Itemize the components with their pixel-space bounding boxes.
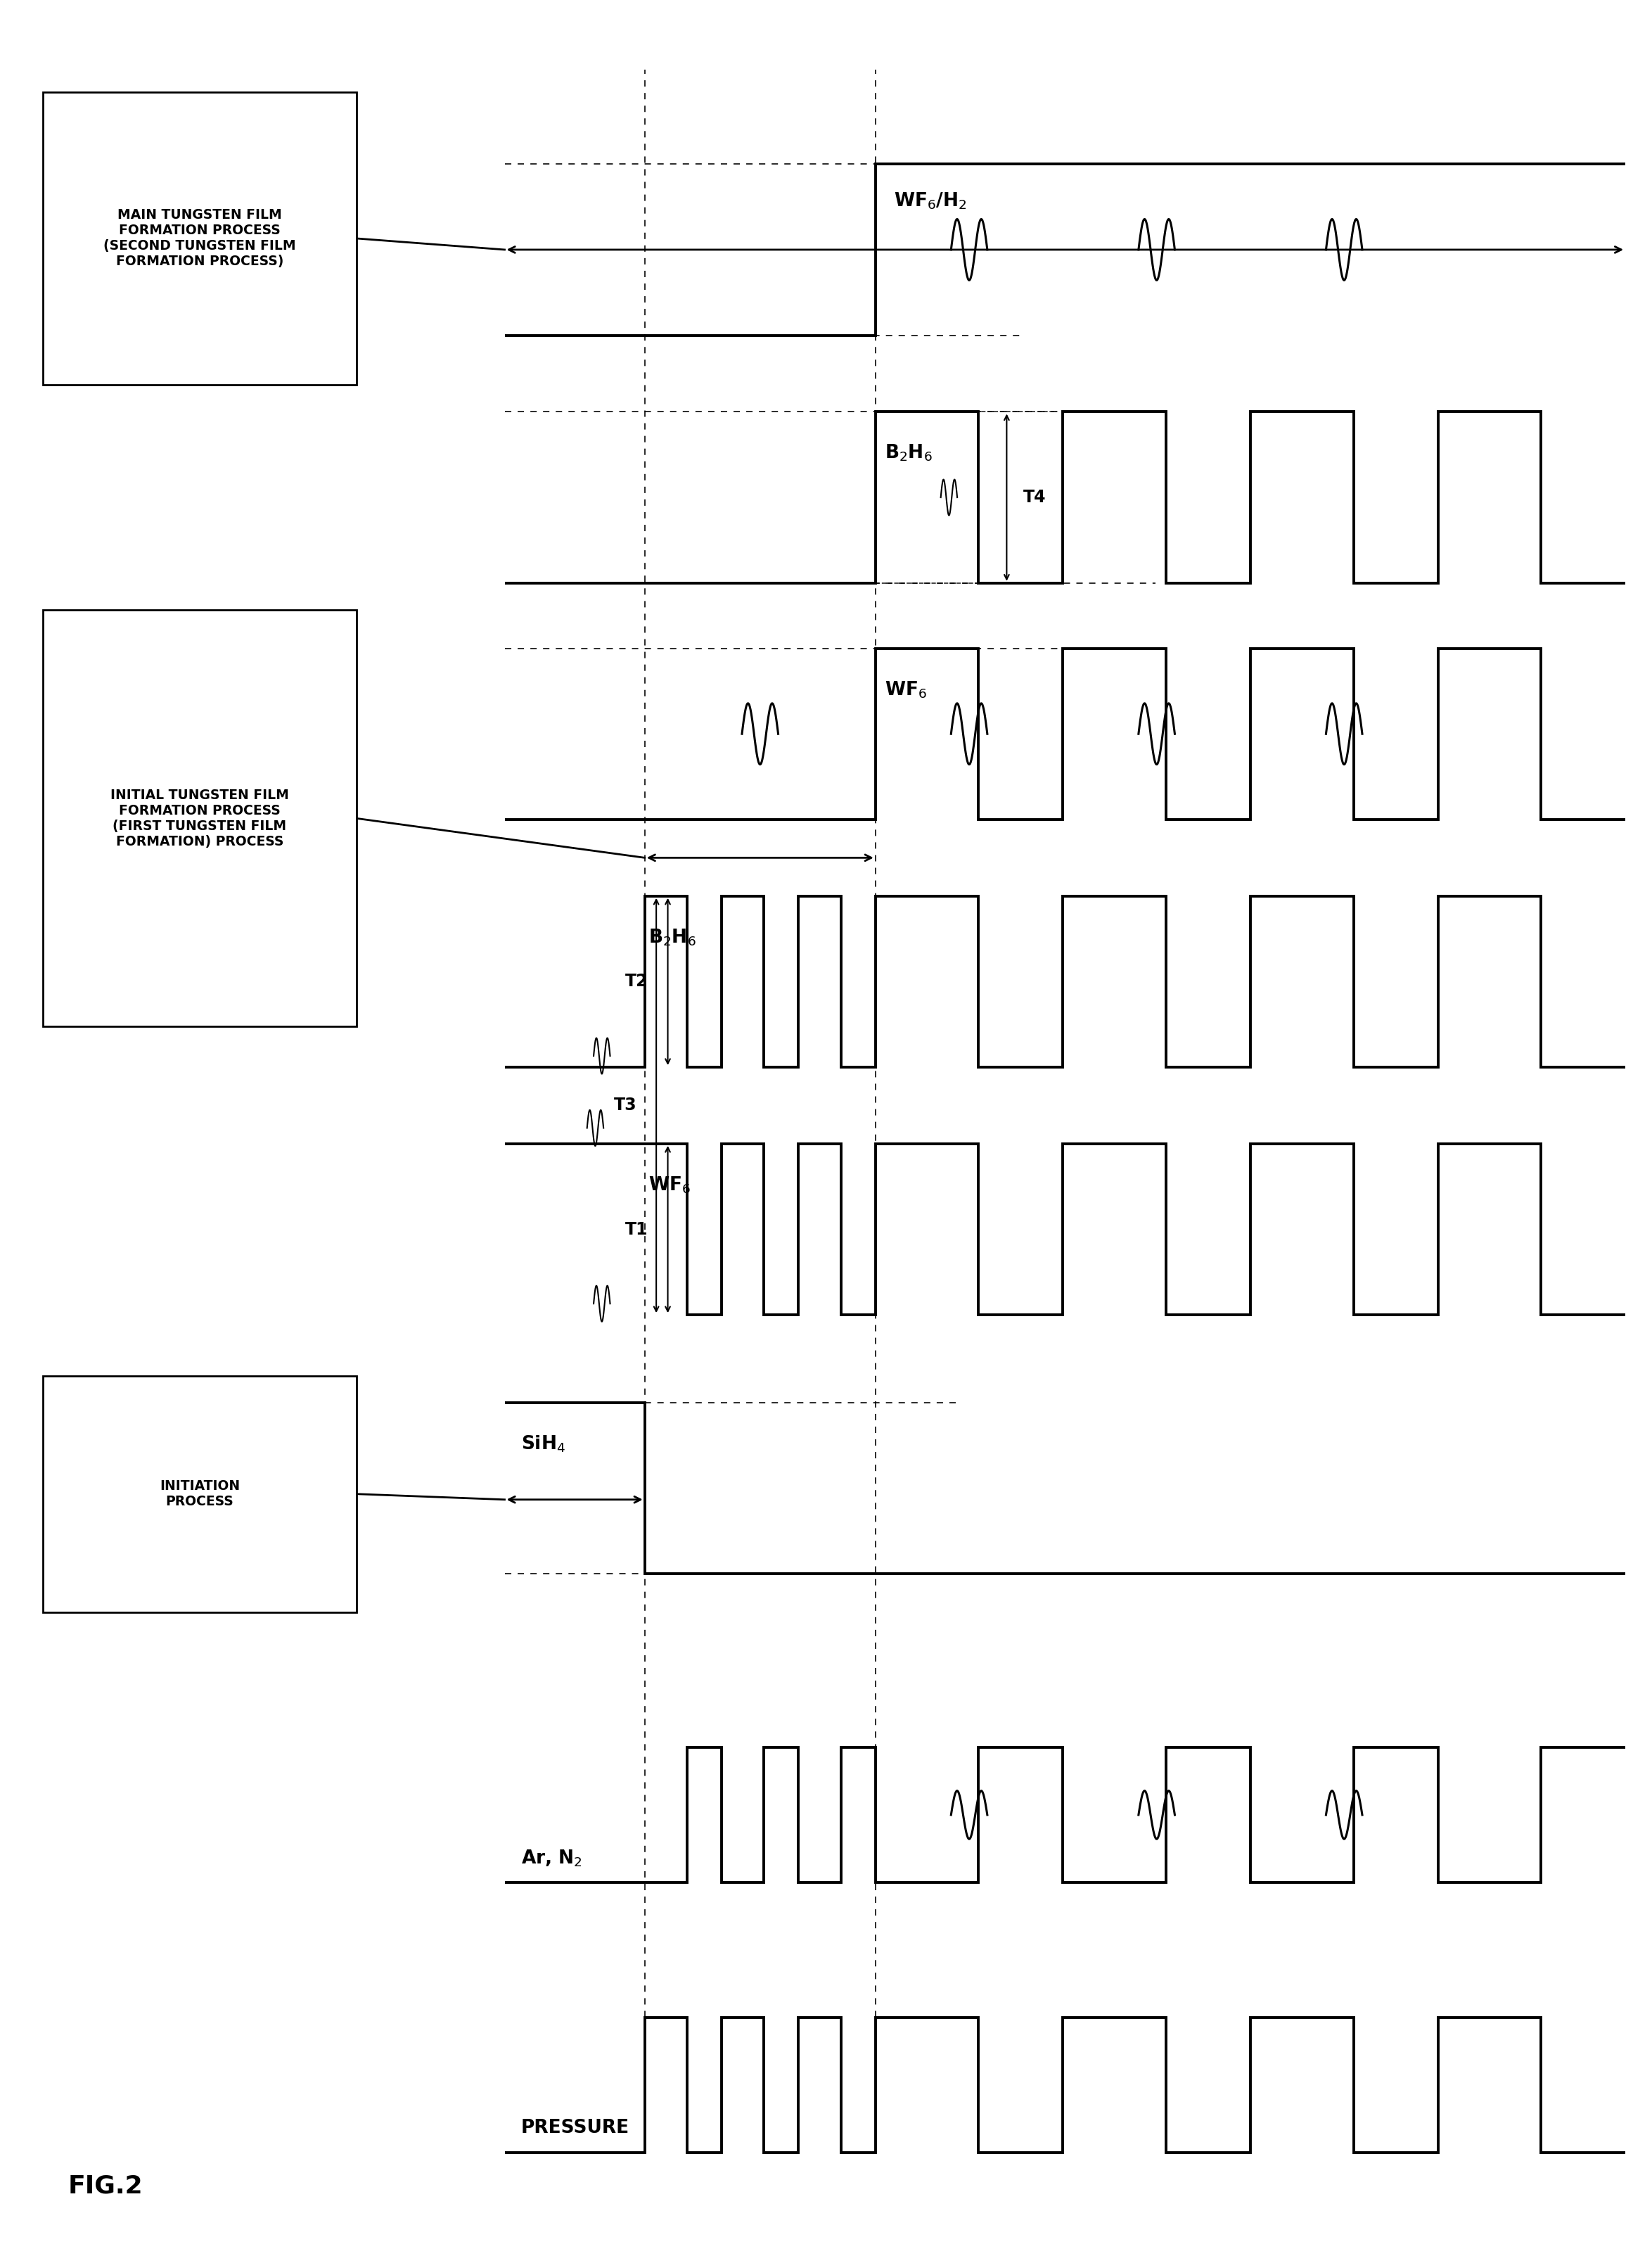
Text: T4: T4: [1023, 490, 1046, 505]
Text: Ar, N$_2$: Ar, N$_2$: [520, 1848, 582, 1868]
Text: T3: T3: [613, 1096, 636, 1114]
Text: WF$_6$: WF$_6$: [649, 1175, 691, 1196]
Bar: [43, 609, 357, 1026]
Text: INITIAL TUNGSTEN FILM
FORMATION PROCESS
(FIRST TUNGSTEN FILM
FORMATION) PROCESS: INITIAL TUNGSTEN FILM FORMATION PROCESS …: [111, 787, 289, 848]
Text: T1: T1: [624, 1220, 648, 1239]
Text: INITIATION
PROCESS: INITIATION PROCESS: [160, 1480, 240, 1509]
Text: B$_2$H$_6$: B$_2$H$_6$: [649, 927, 695, 948]
Text: SiH$_4$: SiH$_4$: [520, 1435, 565, 1455]
Text: T2: T2: [624, 972, 648, 990]
Bar: [43, 92, 357, 386]
Text: MAIN TUNGSTEN FILM
FORMATION PROCESS
(SECOND TUNGSTEN FILM
FORMATION PROCESS): MAIN TUNGSTEN FILM FORMATION PROCESS (SE…: [104, 208, 296, 268]
Text: B$_2$H$_6$: B$_2$H$_6$: [885, 442, 932, 462]
Text: FIG.2: FIG.2: [68, 2175, 142, 2197]
Text: WF$_6$: WF$_6$: [885, 679, 927, 699]
Bar: [43, 1376, 357, 1613]
Text: WF$_6$/H$_2$: WF$_6$/H$_2$: [894, 192, 966, 212]
Text: PRESSURE: PRESSURE: [520, 2118, 629, 2136]
